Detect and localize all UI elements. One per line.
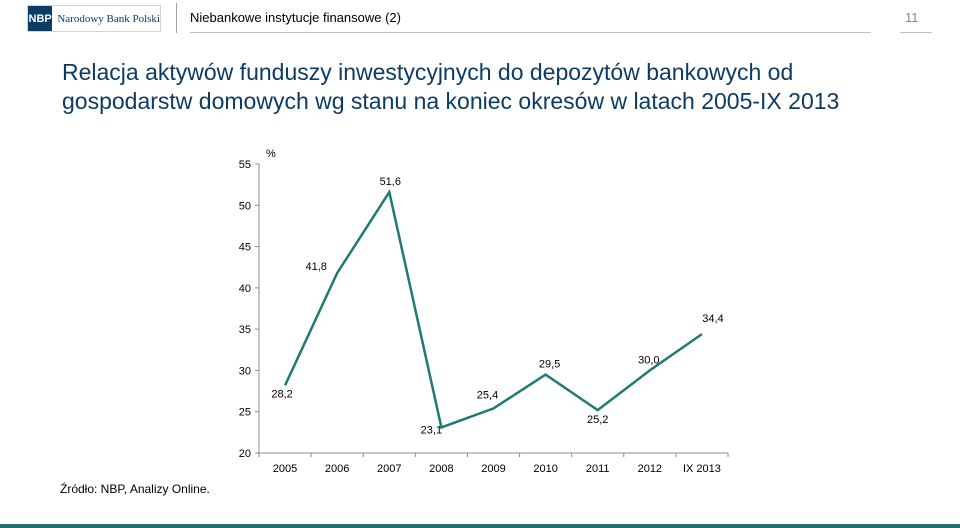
slide-title: Relacja aktywów funduszy inwestycyjnych …: [62, 59, 840, 114]
logo-text: Narodowy Bank Polski: [57, 12, 160, 25]
page-number-rule: [900, 32, 932, 33]
logo-mark: NBP: [28, 6, 53, 31]
y-tick-label: 20: [239, 448, 251, 460]
y-tick-label: 45: [239, 242, 251, 254]
x-tick-label: 2012: [638, 463, 662, 475]
data-label: 51,6: [380, 176, 401, 188]
data-label: 25,4: [477, 389, 498, 401]
header-rule: [190, 32, 871, 33]
data-label: 25,2: [587, 414, 608, 426]
header-separator: [176, 3, 177, 33]
data-label: 41,8: [305, 261, 326, 273]
bottom-bar: [0, 524, 960, 528]
y-tick-label: 55: [239, 159, 251, 171]
page-number: 11: [905, 10, 919, 25]
data-label: 28,2: [271, 388, 292, 400]
y-tick-label: 25: [239, 407, 251, 419]
series-line: [283, 188, 703, 430]
source-note: Źródło: NBP, Analizy Online.: [60, 482, 210, 496]
x-tick-label: 2007: [377, 463, 401, 475]
data-label: 29,5: [539, 359, 560, 371]
data-label: 23,1: [421, 424, 442, 436]
y-tick-label: 30: [239, 365, 251, 377]
x-tick-label: 2010: [533, 463, 557, 475]
y-tick-label: 35: [239, 324, 251, 336]
section-title: Niebankowe instytucje finansowe (2): [190, 10, 401, 25]
x-tick-label: 2006: [325, 463, 349, 475]
data-label: 34,4: [702, 313, 723, 325]
data-label: 30,0: [638, 354, 659, 366]
y-tick-label: 40: [239, 283, 251, 295]
y-tick-label: 50: [239, 200, 251, 212]
x-tick-label: 2005: [273, 463, 297, 475]
x-tick-label: 2011: [586, 463, 610, 475]
x-tick-label: IX 2013: [683, 463, 721, 475]
y-axis-unit: %: [266, 148, 276, 160]
nbp-logo: NBP Narodowy Bank Polski: [27, 5, 161, 32]
x-tick-label: 2008: [429, 463, 453, 475]
x-tick-label: 2009: [481, 463, 505, 475]
